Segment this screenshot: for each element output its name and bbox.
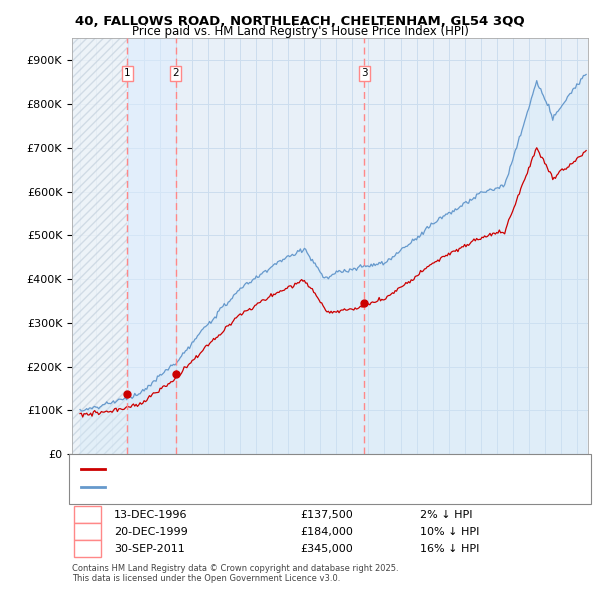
Bar [72,38,127,454]
Text: Contains HM Land Registry data © Crown copyright and database right 2025.
This d: Contains HM Land Registry data © Crown c… [72,563,398,583]
Bar [72,38,127,454]
Text: 40, FALLOWS ROAD, NORTHLEACH, CHELTENHAM, GL54 3QQ (detached house): 40, FALLOWS ROAD, NORTHLEACH, CHELTENHAM… [111,464,497,474]
Text: 10% ↓ HPI: 10% ↓ HPI [420,527,479,537]
Text: 1: 1 [124,68,131,78]
Text: 1: 1 [84,510,91,520]
Text: 30-SEP-2011: 30-SEP-2011 [114,544,185,554]
Text: £345,000: £345,000 [300,544,353,554]
Text: 3: 3 [361,68,368,78]
Text: 40, FALLOWS ROAD, NORTHLEACH, CHELTENHAM, GL54 3QQ: 40, FALLOWS ROAD, NORTHLEACH, CHELTENHAM… [75,15,525,28]
Text: Price paid vs. HM Land Registry's House Price Index (HPI): Price paid vs. HM Land Registry's House … [131,25,469,38]
Text: 2: 2 [172,68,179,78]
Text: HPI: Average price, detached house, Cotswold: HPI: Average price, detached house, Cots… [111,482,336,492]
Bar [127,38,176,454]
Text: 2: 2 [84,527,91,537]
Text: 3: 3 [84,544,91,554]
Text: £137,500: £137,500 [300,510,353,520]
Text: 13-DEC-1996: 13-DEC-1996 [114,510,187,520]
Text: 2% ↓ HPI: 2% ↓ HPI [420,510,473,520]
Text: £184,000: £184,000 [300,527,353,537]
Text: 16% ↓ HPI: 16% ↓ HPI [420,544,479,554]
Text: 20-DEC-1999: 20-DEC-1999 [114,527,188,537]
